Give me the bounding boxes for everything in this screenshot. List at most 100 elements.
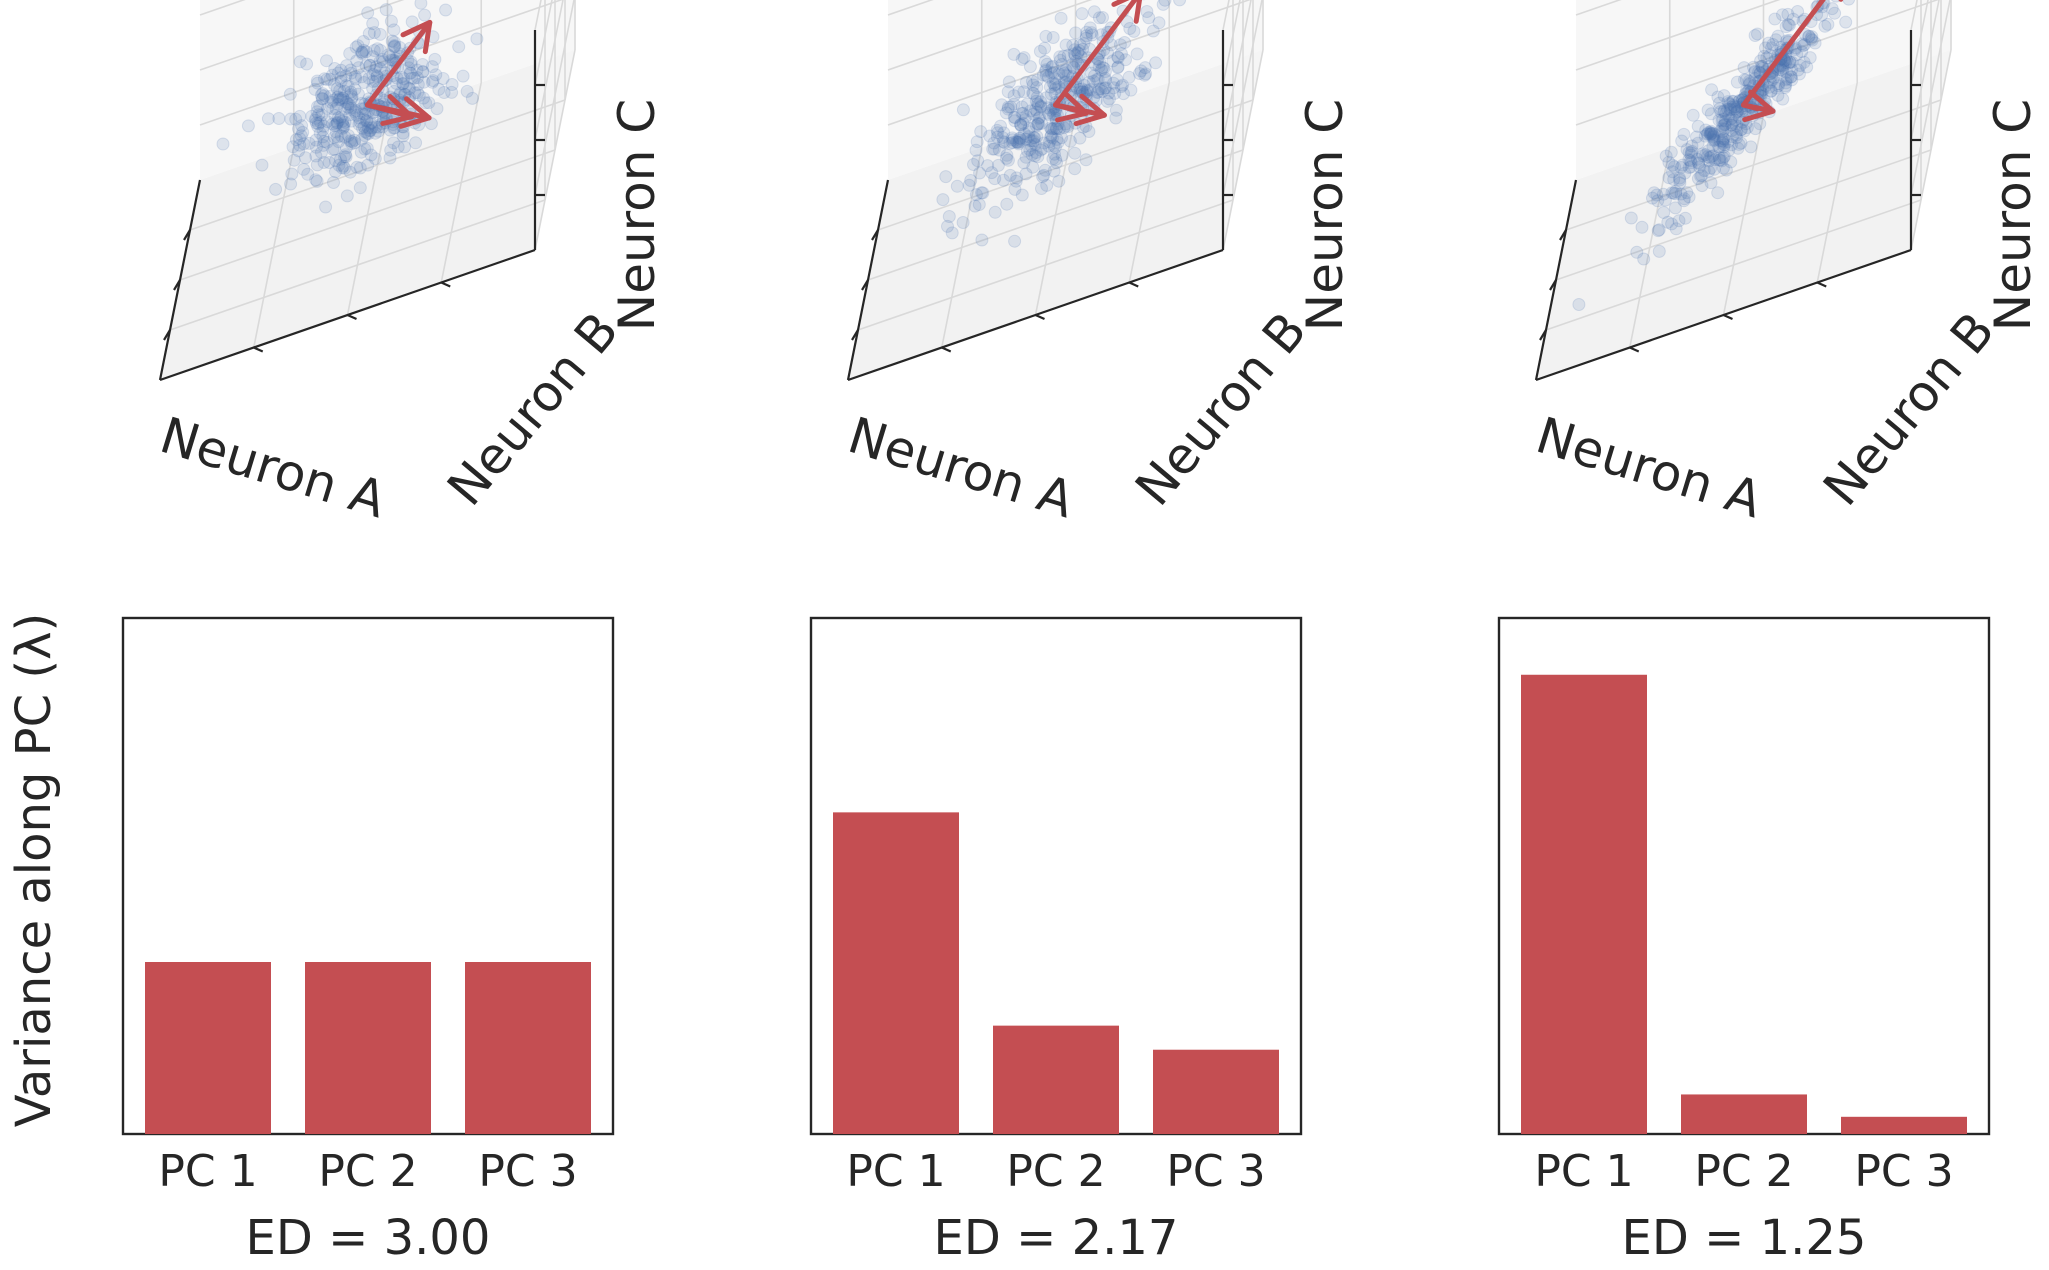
scatter-point [368,126,382,140]
scatter-point [1708,153,1722,167]
scatter-point [1734,136,1748,150]
scatter-point [1052,67,1066,81]
scatter-point [373,27,387,41]
tick-label-pc-2: PC 2 [318,1146,417,1197]
scatter-point [329,102,343,115]
scatter-point [1730,75,1744,89]
scatter-point [1099,81,1113,95]
scatter-point [1762,80,1776,94]
scatter-point [341,129,355,142]
scatter-point [1755,60,1769,74]
scatter-point [314,146,328,159]
scatter-point [426,74,440,88]
grid-line [346,114,389,316]
scatter-point [364,148,378,162]
scatter-point [1675,134,1689,148]
scatter-point [1061,69,1075,83]
scatter-point [1055,131,1068,145]
scatter-point [1711,186,1725,200]
scatter-point [368,152,382,166]
scatter-point [336,121,350,135]
scatter-point [325,68,339,82]
scatter-point [1075,7,1089,21]
scatter-point [1049,77,1063,91]
scatter-point [333,113,346,127]
scatter-point [1842,0,1856,6]
scatter-point [1005,131,1019,145]
scatter-point [1173,0,1187,7]
scatter-point [1044,87,1058,101]
scatter-point [1760,51,1774,65]
scatter-point [1069,26,1083,40]
scatter-point [1096,11,1109,24]
scatter-point [419,96,433,110]
scatter-point [1774,63,1788,77]
scatter-point [975,233,989,247]
pc-arrows [365,19,433,129]
scatter-point [1785,63,1799,77]
scatter-point [361,158,375,172]
scatter-point [1786,12,1800,26]
scatter-point [357,43,371,57]
scatter-point [345,101,358,115]
scatter-point [299,151,312,165]
scatter-point [1682,153,1696,167]
scatter-point [1027,107,1041,121]
scatter-point [1029,103,1043,116]
scatter-point [1106,54,1120,68]
scatter-point [310,158,324,172]
scatter-point [1790,48,1804,62]
scatter-point [1680,143,1694,157]
scatter-point [1111,61,1125,75]
scatter-point [1793,59,1807,72]
scatter-point [1728,102,1742,116]
scatter-point [1026,86,1040,100]
scatter-point [272,112,286,125]
scatter-point [348,82,362,96]
scatter-point [1017,51,1031,65]
tick-mark [183,229,191,241]
scatter-point [1111,51,1125,65]
scatter-point [437,86,451,99]
scatter-point [397,72,411,86]
scatter-point [1839,15,1853,29]
scatter-point [344,66,358,80]
scatter-point [1010,171,1024,185]
scatter-point [1027,86,1041,100]
scatter-point [1046,122,1059,136]
scatter-point [1726,116,1739,130]
scatter-point [1022,130,1036,144]
scatter-point [1754,54,1768,68]
scatter-point [1014,118,1028,132]
scatter-point [1725,123,1739,137]
scatter-point [334,110,348,124]
scatter-point [976,186,990,200]
scatter-point [314,88,328,102]
scatter-point [356,35,370,48]
scatter-point [358,107,372,121]
scatter-point [962,178,976,192]
scatter-point [981,159,995,173]
scatter-point [387,23,401,37]
scatter-point [1707,133,1721,147]
scatter-point [1138,68,1152,82]
scatter-point [344,102,358,116]
scatter-point [988,172,1002,186]
pc-arrow-1 [1741,0,1826,108]
scatter-point [1049,152,1063,166]
scatter-point [1662,155,1676,169]
scatter-point [987,136,1001,150]
scatter-point [1657,206,1671,219]
scatter-point [1093,55,1107,69]
scatter-point [1048,86,1062,100]
scatter-point [1717,105,1731,119]
tick-label-pc-1: PC 1 [158,1146,257,1197]
scatter-point [1776,92,1790,106]
scatter-point [357,113,371,127]
scatter-point [1029,146,1043,159]
scatter-point [351,39,365,53]
scatter-point [330,116,344,129]
scatter-point [1674,161,1688,174]
scatter-point [996,135,1010,149]
scatter-point [1673,176,1687,190]
